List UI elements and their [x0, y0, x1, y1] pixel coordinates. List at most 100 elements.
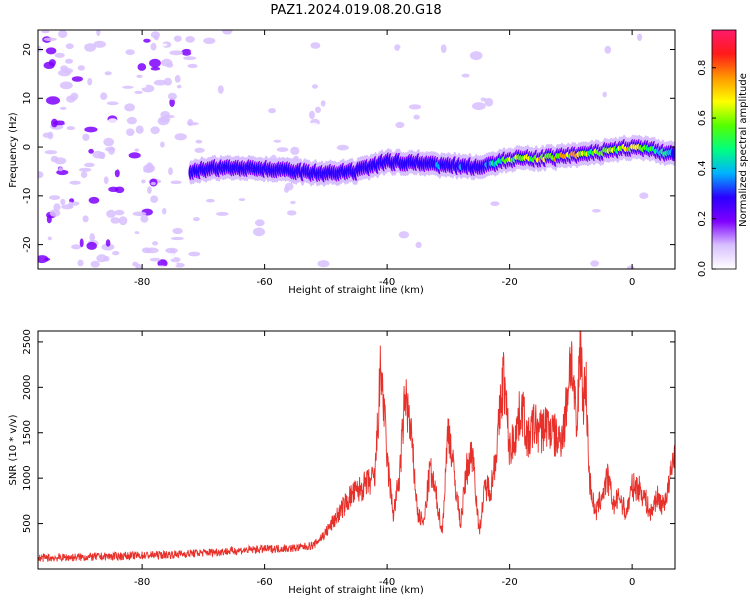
heatmap-noise-blob: [78, 167, 92, 172]
colorbar-label: Normalized spectral amplitude: [738, 73, 749, 227]
heatmap-ridge-cell: [670, 150, 675, 157]
heatmap-noise-blob: [122, 85, 134, 89]
heatmap-noise-blob: [82, 133, 90, 141]
heatmap-noise-blob: [84, 126, 98, 133]
spectrogram-y-label: Frequency (Hz): [8, 112, 19, 188]
heatmap-noise-blob: [44, 257, 51, 261]
heatmap-noise-blob: [83, 118, 88, 127]
heatmap-noise-blob: [135, 263, 142, 269]
heatmap-noise-blob: [165, 247, 178, 254]
heatmap-noise-blob: [286, 210, 297, 216]
heatmap-noise-blob: [140, 214, 149, 223]
heatmap-noise-blob: [206, 198, 215, 203]
heatmap-noise-blob: [49, 209, 61, 217]
heatmap-noise-blob: [282, 217, 294, 227]
snr-x-tick-label: -40: [379, 577, 395, 588]
heatmap-noise-blob: [158, 116, 171, 123]
heatmap-noise-blob: [300, 143, 312, 147]
heatmap-noise-blob: [543, 69, 554, 77]
chart-title: PAZ1.2024.019.08.20.G18: [270, 3, 441, 18]
heatmap-noise-blob: [89, 233, 95, 242]
heatmap-noise-blob: [41, 30, 50, 34]
heatmap-noise-blob: [190, 46, 197, 56]
heatmap-noise-blob: [461, 73, 470, 78]
colorbar: 0.0 0.2 0.4 0.6 0.8 Normalized spectral ampl…: [697, 29, 749, 277]
heatmap-noise-blob: [626, 265, 635, 269]
heatmap-noise-blob: [107, 118, 118, 125]
heatmap-noise-blob: [542, 82, 549, 88]
heatmap-noise-blob: [106, 209, 116, 218]
heatmap-noise-blob: [128, 152, 141, 159]
heatmap-noise-blob: [126, 116, 137, 125]
spectrogram-panel: -80 -60 -40 -20 0 -20 -10 0 10 20 Height of strai…: [8, 29, 676, 296]
heatmap-noise-blob: [93, 40, 106, 48]
heatmap-noise-blob: [304, 219, 317, 227]
heatmap-noise-blob: [104, 71, 112, 76]
heatmap-noise-blob: [235, 257, 243, 263]
heatmap-noise-blob: [160, 141, 165, 148]
heatmap-noise-blob: [84, 162, 95, 168]
heatmap-noise-blob: [118, 216, 128, 226]
heatmap-noise-blob: [172, 227, 183, 235]
heatmap-noise-blob: [88, 148, 94, 154]
heatmap-noise-blob: [290, 200, 296, 205]
heatmap-noise-blob: [82, 215, 89, 223]
heatmap-noise-blob: [439, 234, 452, 244]
heatmap-noise-blob: [413, 114, 421, 120]
heatmap-noise-blob: [284, 182, 294, 191]
heatmap-noise-blob: [108, 186, 119, 192]
heatmap-noise-blob: [195, 139, 203, 144]
heatmap-noise-blob: [187, 63, 198, 69]
heatmap-noise-blob: [77, 259, 84, 267]
heatmap-noise-blob: [100, 92, 108, 100]
heatmap-noise-blob: [276, 147, 289, 153]
heatmap-noise-blob: [309, 110, 315, 120]
heatmap-noise-blob: [290, 146, 300, 155]
heatmap-noise-blob: [77, 65, 85, 71]
heatmap-noise-blob: [275, 261, 286, 265]
heatmap-noise-blob: [166, 62, 174, 68]
heatmap-noise-blob: [394, 44, 401, 51]
heatmap-noise-blob: [53, 203, 61, 212]
heatmap-noise-blob: [110, 217, 121, 224]
heatmap-noise-blob: [156, 43, 168, 47]
heatmap-noise-blob: [66, 95, 76, 103]
heatmap-noise-blob: [183, 146, 189, 154]
heatmap-noise-blob: [293, 239, 304, 248]
heatmap-noise-blob: [136, 74, 143, 78]
heatmap-noise-blob: [84, 43, 97, 52]
spectrogram-x-tick-label: -60: [256, 277, 272, 288]
heatmap-noise-blob: [169, 50, 184, 56]
heatmap-noise-blob: [162, 251, 176, 260]
heatmap-noise-blob: [170, 180, 182, 185]
heatmap-noise-blob: [100, 152, 105, 160]
heatmap-noise-blob: [150, 42, 157, 51]
snr-series-line: [38, 331, 675, 562]
heatmap-noise-blob: [268, 108, 276, 114]
heatmap-noise-blob: [590, 260, 600, 267]
heatmap-noise-blob: [194, 147, 205, 153]
heatmap-noise-blob: [59, 106, 67, 110]
heatmap-noise-blob: [317, 260, 330, 268]
heatmap-noise-blob: [71, 244, 82, 250]
heatmap-noise-blob: [56, 169, 69, 176]
heatmap-noise-blob: [217, 248, 230, 252]
heatmap-noise-blob: [134, 90, 143, 94]
heatmap-noise-blob: [267, 99, 272, 105]
heatmap-noise-blob: [238, 198, 246, 202]
heatmap-noise-blob: [157, 259, 168, 268]
spectrogram-x-tick-label: 0: [629, 277, 635, 288]
heatmap-noise-blob: [126, 128, 135, 136]
heatmap-noise-blob: [58, 30, 68, 38]
heatmap-noise-blob: [173, 35, 182, 42]
heatmap-noise-blob: [292, 223, 304, 232]
heatmap-noise-blob: [60, 198, 66, 206]
heatmap-noise-blob: [124, 103, 135, 112]
heatmap-noise-blob: [188, 125, 200, 133]
heatmap-noise-blob: [527, 259, 540, 267]
heatmap-noise-blob: [193, 217, 200, 222]
heatmap-noise-blob: [456, 92, 469, 99]
spectrogram-y-tick-label: 20: [22, 43, 33, 56]
heatmap-noise-blob: [49, 195, 61, 201]
